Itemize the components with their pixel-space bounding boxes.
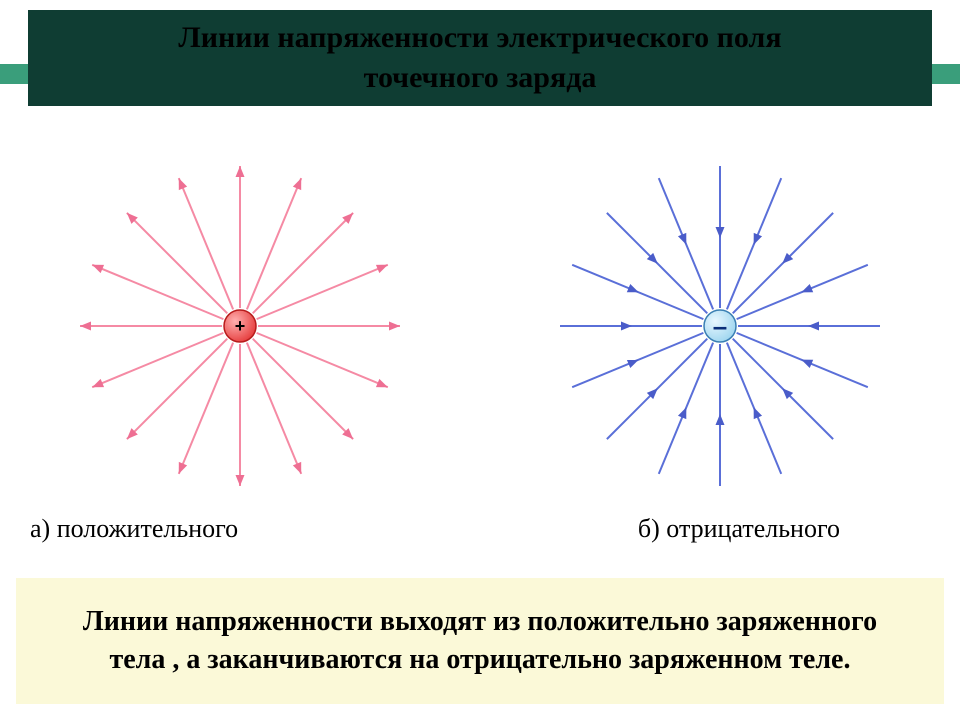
footer-band: Линии напряженности выходят из положител…: [16, 578, 944, 704]
positive-charge-diagram: +: [50, 136, 430, 516]
page-root: Линии напряженности электрического поля …: [0, 0, 960, 720]
svg-text:+: +: [235, 316, 246, 336]
svg-text:–: –: [713, 311, 727, 341]
title-line-1: Линии напряженности электрического поля: [178, 18, 781, 59]
positive-charge-cell: + а) положительного: [0, 120, 480, 550]
title-line-2: точечного заряда: [364, 58, 597, 99]
title-banner: Линии напряженности электрического поля …: [28, 10, 932, 106]
footer-text: Линии напряженности выходят из положител…: [56, 603, 904, 679]
negative-caption: б) отрицательного: [638, 514, 840, 544]
negative-charge-diagram: –: [530, 136, 910, 516]
negative-charge-cell: – б) отрицательного: [480, 120, 960, 550]
diagrams-row: + а) положительного – б) отрицательного: [0, 120, 960, 550]
positive-caption: а) положительного: [30, 514, 238, 544]
